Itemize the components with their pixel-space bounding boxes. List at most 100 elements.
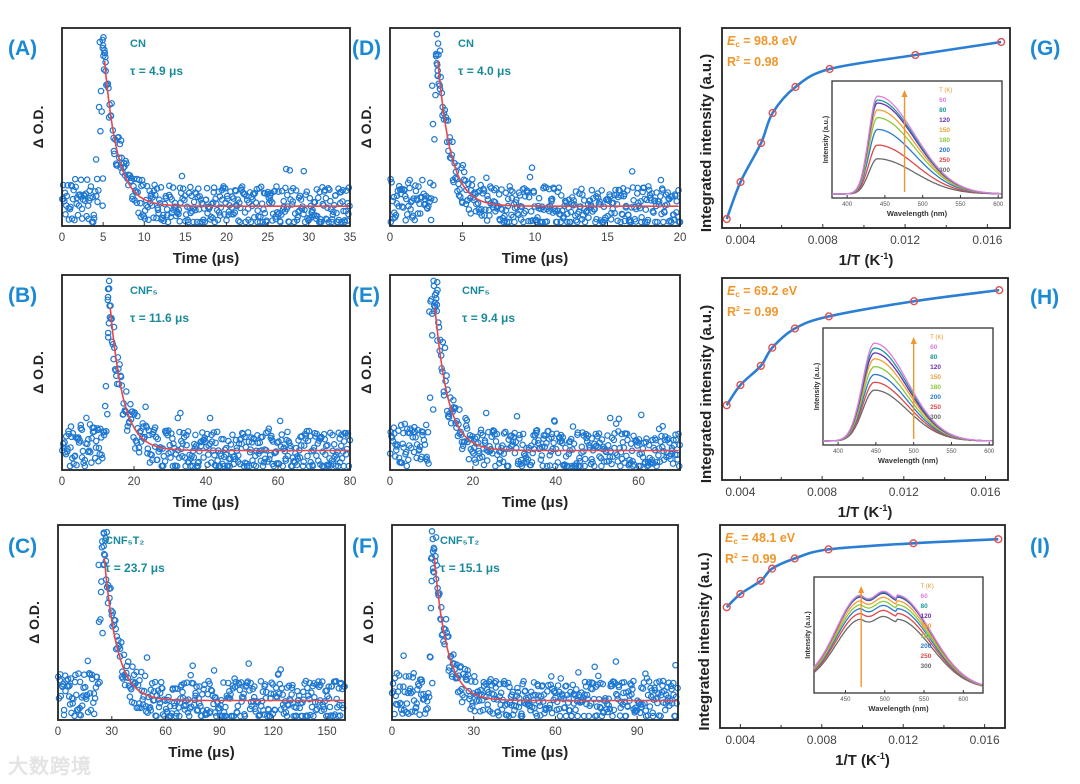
data-point <box>606 193 614 200</box>
legend-title: T (K) <box>920 584 933 590</box>
x-tick-label: 0.012 <box>889 485 919 499</box>
data-point <box>123 427 131 434</box>
data-point <box>177 409 184 417</box>
plot-frame <box>721 277 1009 481</box>
data-point <box>142 403 149 411</box>
data-point <box>83 695 90 703</box>
data-point <box>504 462 512 470</box>
data-point <box>645 441 653 449</box>
data-point <box>249 457 256 464</box>
x-tick-label: 20 <box>128 476 141 488</box>
data-point <box>295 437 302 444</box>
data-point <box>73 461 80 469</box>
data-point <box>98 451 105 459</box>
data-point <box>524 455 532 463</box>
data-point <box>129 663 136 671</box>
data-point <box>156 196 163 204</box>
legend-item: 200 <box>939 147 950 154</box>
data-point <box>426 198 433 206</box>
panel-g: (G) Ec = 98.8 eV R2 = 0.98 1/T (K-1) Integra… <box>698 27 1060 269</box>
data-point <box>67 444 74 451</box>
data-point <box>554 459 562 466</box>
data-point <box>547 681 555 689</box>
data-point <box>572 462 580 470</box>
data-point <box>64 182 71 189</box>
data-point <box>661 706 669 714</box>
inset-x-axis-label: Wavelength (nm) <box>868 704 929 713</box>
data-point <box>768 108 777 118</box>
data-point <box>181 196 188 204</box>
data-point <box>207 213 215 221</box>
data-point <box>525 217 532 225</box>
data-point <box>590 462 598 470</box>
data-point <box>267 690 275 698</box>
data-point <box>484 706 492 713</box>
data-point <box>175 206 183 214</box>
data-point <box>233 709 241 717</box>
data-point <box>911 50 920 60</box>
data-point <box>427 195 435 202</box>
data-point <box>174 414 182 422</box>
data-point <box>87 183 95 190</box>
legend-item: 80 <box>939 107 947 114</box>
data-point <box>303 427 311 435</box>
data-point <box>620 678 628 686</box>
data-point <box>406 176 414 184</box>
data-point <box>543 688 551 695</box>
data-point <box>526 173 534 181</box>
data-point <box>483 457 491 464</box>
legend-item: 60 <box>930 344 938 351</box>
data-point <box>190 198 198 206</box>
data-point <box>450 396 457 404</box>
x-label-sup: -1 <box>879 503 887 513</box>
data-point <box>299 688 307 696</box>
data-point <box>99 42 107 49</box>
data-point <box>994 535 1003 544</box>
data-point <box>185 458 193 466</box>
data-point <box>246 448 254 456</box>
data-point <box>287 442 294 450</box>
data-point <box>452 174 459 182</box>
data-point <box>236 686 244 694</box>
data-point <box>425 202 432 210</box>
data-point <box>790 324 800 333</box>
data-point <box>316 188 323 196</box>
data-point <box>207 708 214 715</box>
data-point <box>585 679 593 686</box>
data-point <box>282 165 290 173</box>
data-point <box>624 436 631 444</box>
data-point <box>333 209 340 217</box>
data-point <box>503 218 511 226</box>
data-point <box>310 712 317 720</box>
data-point <box>614 217 621 225</box>
data-point <box>531 438 538 446</box>
data-point <box>78 702 86 710</box>
data-point <box>617 448 625 456</box>
data-point <box>402 195 410 203</box>
lifetime-label: τ = 4.0 μs <box>458 64 511 78</box>
data-point <box>141 215 149 223</box>
ec-value: = 48.1 eV <box>738 531 796 545</box>
data-point <box>399 440 407 448</box>
inset-spectra: T (K) 60 80 120 150 180 200 250 300 450 500 550 600 W… <box>805 576 984 713</box>
data-point <box>284 428 291 436</box>
data-point <box>137 199 144 207</box>
x-tick-label: 0 <box>389 726 395 738</box>
x-tick-label: 5 <box>459 232 465 244</box>
data-point <box>575 669 582 676</box>
data-point <box>558 207 566 215</box>
data-point <box>77 424 85 432</box>
plot-frame <box>389 274 681 471</box>
data-point <box>152 191 159 199</box>
data-point <box>493 430 501 438</box>
data-point <box>99 629 106 637</box>
x-label-end: ) <box>887 504 892 521</box>
data-point <box>269 681 277 688</box>
data-point <box>736 380 745 390</box>
data-point <box>659 186 666 194</box>
x-tick-label: 40 <box>200 476 213 488</box>
data-point <box>472 698 480 705</box>
ec-symbol: E <box>727 34 736 48</box>
ec-subscript: c <box>733 537 738 546</box>
y-axis-label: Δ O.D. <box>30 351 46 394</box>
